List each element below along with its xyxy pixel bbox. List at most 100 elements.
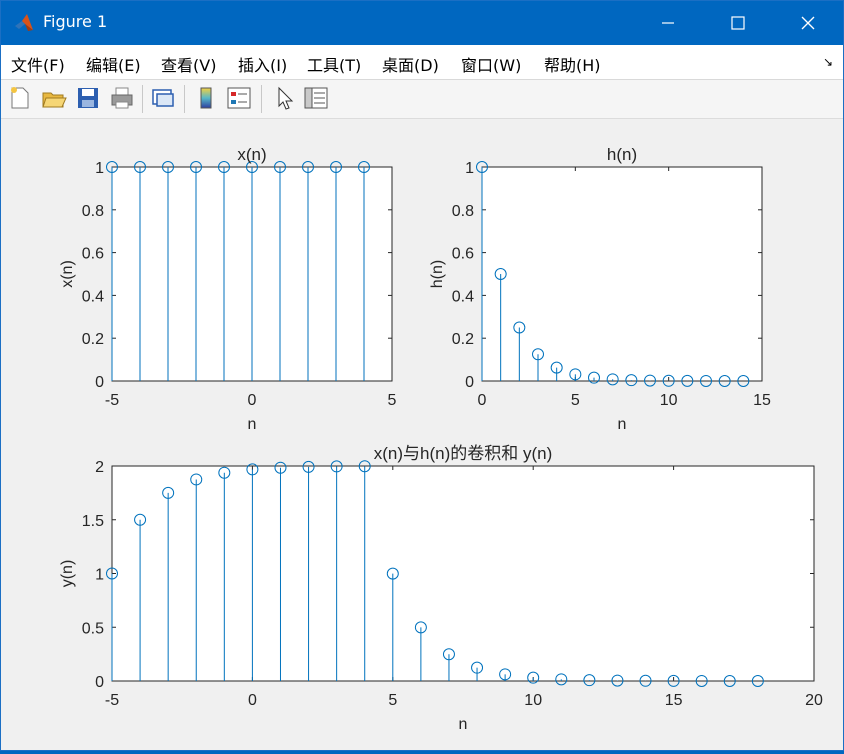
stem-marker-h [737,374,750,387]
maximize-button[interactable] [703,1,773,45]
menu-view[interactable]: 查看(V) [161,56,217,75]
menu-file[interactable]: 文件(F) [11,56,65,75]
menu-help[interactable]: 帮助(H) [544,56,601,75]
y-axis-label-x: x(n) [59,260,76,288]
stem-marker-h [476,161,488,173]
x-tick-label-h: 15 [753,392,771,409]
dock-arrow-icon[interactable]: ↘ [822,55,833,69]
stem-marker-y [555,673,568,686]
stem-marker-y [611,674,624,687]
y-tick-label-h: 0.8 [452,203,474,220]
stem-marker-y [442,648,455,661]
stem-marker-y [246,463,259,476]
x-tick-label-x: 0 [248,392,257,409]
y-tick-label-h: 0.4 [452,288,474,305]
stem-marker-h [700,374,712,387]
stem-marker-h [513,321,526,334]
stem-marker-h [550,361,563,374]
window-title: Figure 1 [43,12,108,31]
menu-bar: 文件(F) 编辑(E) 查看(V) 插入(I) 工具(T) 桌面(D) 窗口(W… [1,45,843,80]
toolbar [1,80,843,119]
stem-marker-x [218,161,230,173]
stem-marker-y [162,486,175,499]
menu-edit[interactable]: 编辑(E) [86,56,141,75]
stem-marker-h [532,348,544,361]
legend-icon[interactable] [226,85,252,111]
minimize-icon [662,22,674,24]
stem-marker-y [695,674,708,687]
y-tick-label-y: 0.5 [82,620,104,637]
stem-marker-y [386,567,399,580]
stem-marker-y [499,668,512,681]
stem-marker-h [681,374,694,387]
link-plot-icon[interactable] [150,85,176,111]
chart-title-x: x(n) [237,145,266,164]
stem-marker-h [644,374,656,387]
chart-title-y: x(n)与h(n)的卷积和 y(n) [374,444,553,463]
close-button[interactable] [773,1,843,45]
chart-title-h: h(n) [607,145,637,164]
y-tick-label-h: 0 [465,374,474,391]
stem-marker-h [625,374,638,387]
x-tick-label-y: 0 [248,692,257,709]
stem-marker-h [494,268,507,280]
menu-window[interactable]: 窗口(W) [461,56,522,75]
title-bar[interactable]: Figure 1 [1,1,843,45]
stem-marker-y [134,513,147,526]
menu-tools[interactable]: 工具(T) [307,56,362,75]
x-tick-label-y: 20 [805,692,823,709]
y-tick-label-y: 2 [95,459,104,476]
stem-marker-y [302,460,315,473]
stem-marker-h [588,371,600,384]
y-tick-label-y: 0 [95,674,104,691]
stem-marker-y [471,661,484,674]
y-tick-label-x: 0 [95,374,104,391]
open-file-icon[interactable] [41,85,67,111]
pointer-icon[interactable] [271,85,297,111]
stem-marker-x [106,161,118,173]
x-tick-label-y: 15 [665,692,683,709]
new-figure-icon[interactable] [7,85,33,111]
stem-marker-h [718,374,731,387]
toolbar-separator [184,85,185,113]
x-tick-label-x: 5 [388,392,397,409]
stem-marker-x [162,161,174,173]
matlab-logo-icon [15,14,33,31]
stem-marker-x [330,161,342,173]
x-tick-label-h: 10 [660,392,678,409]
y-tick-label-h: 0.2 [452,331,474,348]
y-axis-label-h: h(n) [429,260,446,288]
minimize-button[interactable] [633,1,703,45]
stem-marker-y [639,674,652,687]
stem-marker-x [358,161,370,173]
x-axis-label-x: n [248,416,257,433]
stem-marker-y [106,567,118,580]
print-icon[interactable] [109,85,135,111]
stem-marker-y [583,674,596,687]
save-icon[interactable] [75,85,101,111]
x-tick-label-y: 10 [524,692,542,709]
stem-marker-y [218,466,231,479]
y-tick-label-y: 1 [95,567,104,584]
stem-marker-y [190,473,203,486]
property-inspector-icon[interactable] [303,85,329,111]
close-icon [801,16,815,30]
toolbar-separator [142,85,143,113]
stem-marker-h [606,373,619,386]
figure-canvas: -5 0 5 0 0.2 0.4 0.6 0.8 1 x(n) n x(n) 0 5 10 15 0 0.2 0.4… [1,119,843,750]
menu-insert[interactable]: 插入(I) [238,56,288,75]
stem-marker-y [414,621,427,634]
stem-marker-x [246,161,258,173]
x-tick-label-y: 5 [388,692,397,709]
maximize-icon [731,16,745,30]
y-tick-label-x: 0.6 [82,246,104,263]
y-tick-label-h: 0.6 [452,246,474,263]
y-axis-label-y: y(n) [59,560,76,588]
axes-h [481,166,763,382]
menu-desktop[interactable]: 桌面(D) [382,56,439,75]
stem-marker-y [330,460,343,473]
stem-marker-x [190,161,202,173]
x-axis-label-y: n [459,716,468,733]
colorbar-icon[interactable] [193,85,219,111]
